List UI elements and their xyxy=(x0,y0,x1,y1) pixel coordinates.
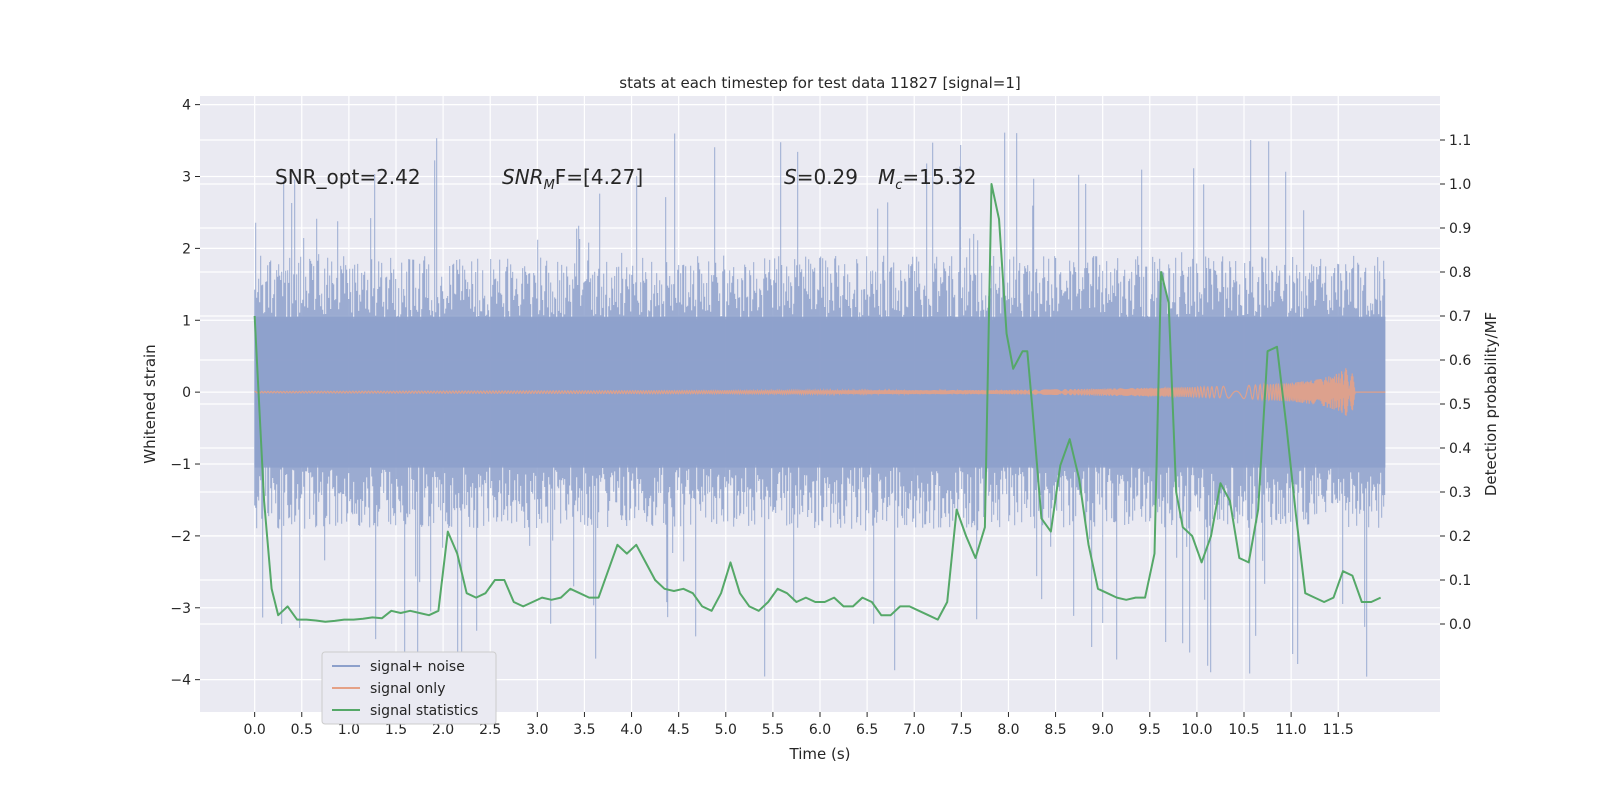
x-tick-label: 10.5 xyxy=(1228,722,1259,738)
y-tick-label: −3 xyxy=(170,601,191,617)
y2-tick-label: 0.5 xyxy=(1449,397,1471,413)
chart-title: stats at each timestep for test data 118… xyxy=(619,74,1020,92)
y-axis-title: Whitened strain xyxy=(141,344,159,463)
x-tick-label: 3.0 xyxy=(526,722,548,738)
y2-tick-label: 0.2 xyxy=(1449,529,1471,545)
y-tick-label: 1 xyxy=(182,313,191,329)
x-tick-label: 1.5 xyxy=(385,722,407,738)
annotation-s-var: S xyxy=(784,165,797,189)
x-tick-label: 4.0 xyxy=(620,722,642,738)
y2-tick-label: 0.1 xyxy=(1449,573,1471,589)
annotations: SNR_opt=2.42 SNRMF=[4.27] S=0.29 Mc=15.3… xyxy=(275,165,976,193)
annotation-snr-mf: SNRMF=[4.27] xyxy=(502,165,643,193)
signal-statistics-line xyxy=(253,183,1382,623)
annotation-snr-mf-base: SNR xyxy=(502,165,544,189)
x-tick-label: 3.5 xyxy=(573,722,595,738)
y-tick-label: 0 xyxy=(182,385,191,401)
y2-tick-label: 1.0 xyxy=(1449,177,1471,193)
x-tick-label: 6.0 xyxy=(809,722,831,738)
y-tick-label: 3 xyxy=(182,170,191,186)
x-tick-label: 0.0 xyxy=(244,722,266,738)
annotation-s: S=0.29 xyxy=(784,165,858,189)
x-tick-label: 8.5 xyxy=(1044,722,1066,738)
axes-ticks: 0.0 0.5 1.0 1.5 2.0 2.5 3.0 3.5 4.0 4.5 5.0 5.5 6.0 6… xyxy=(170,98,1471,738)
x-tick-label: 2.0 xyxy=(432,722,454,738)
annotation-snr-mf-sub: M xyxy=(544,178,555,193)
x-tick-label: 1.0 xyxy=(338,722,360,738)
y-tick-label: −4 xyxy=(170,673,191,689)
y-tick-label: −1 xyxy=(170,457,191,473)
x-tick-label: 2.5 xyxy=(479,722,501,738)
y2-tick-label: 0.7 xyxy=(1449,309,1471,325)
x-tick-label: 7.0 xyxy=(903,722,925,738)
legend-label-signal-noise: signal+ noise xyxy=(370,659,465,675)
y-tick-label: 4 xyxy=(182,98,191,114)
y-tick-label: 2 xyxy=(182,241,191,257)
annotation-snr-opt: SNR_opt=2.42 xyxy=(275,165,421,189)
x-tick-label: 5.0 xyxy=(715,722,737,738)
x-tick-label: 5.5 xyxy=(762,722,784,738)
series-lines xyxy=(253,183,1386,623)
x-tick-label: 7.5 xyxy=(950,722,972,738)
annotation-mc-val: =15.32 xyxy=(902,165,976,189)
annotation-s-val: =0.29 xyxy=(797,165,858,189)
x-tick-label: 8.0 xyxy=(997,722,1019,738)
x-tick-label: 9.5 xyxy=(1139,722,1161,738)
annotation-mc: Mc=15.32 xyxy=(878,165,976,193)
x-tick-label: 10.0 xyxy=(1181,722,1212,738)
y2-tick-label: 0.6 xyxy=(1449,353,1471,369)
annotation-mc-base: M xyxy=(878,165,895,189)
legend-label-signal-statistics: signal statistics xyxy=(370,703,478,719)
legend: signal+ noise signal only signal statist… xyxy=(321,651,497,725)
x-tick-label: 0.5 xyxy=(291,722,313,738)
y2-tick-label: 0.0 xyxy=(1449,617,1471,633)
legend-frame xyxy=(321,651,497,725)
annotation-snr-mf-rest: F=[4.27] xyxy=(555,165,643,189)
annotation-mc-sub: c xyxy=(895,178,902,193)
x-tick-label: 11.0 xyxy=(1276,722,1307,738)
y2-axis-title: Detection probability/MF xyxy=(1482,312,1500,496)
x-tick-label: 4.5 xyxy=(668,722,690,738)
y2-tick-label: 0.3 xyxy=(1449,485,1471,501)
x-tick-label: 11.5 xyxy=(1323,722,1354,738)
legend-label-signal-only: signal only xyxy=(370,681,445,697)
y-tick-label: −2 xyxy=(170,529,191,545)
y2-tick-label: 0.4 xyxy=(1449,441,1471,457)
y2-tick-label: 1.1 xyxy=(1449,133,1471,149)
x-tick-label: 9.0 xyxy=(1092,722,1114,738)
x-axis-title: Time (s) xyxy=(789,745,851,763)
y2-tick-label: 0.8 xyxy=(1449,265,1471,281)
y2-tick-label: 0.9 xyxy=(1449,221,1471,237)
x-tick-label: 6.5 xyxy=(856,722,878,738)
